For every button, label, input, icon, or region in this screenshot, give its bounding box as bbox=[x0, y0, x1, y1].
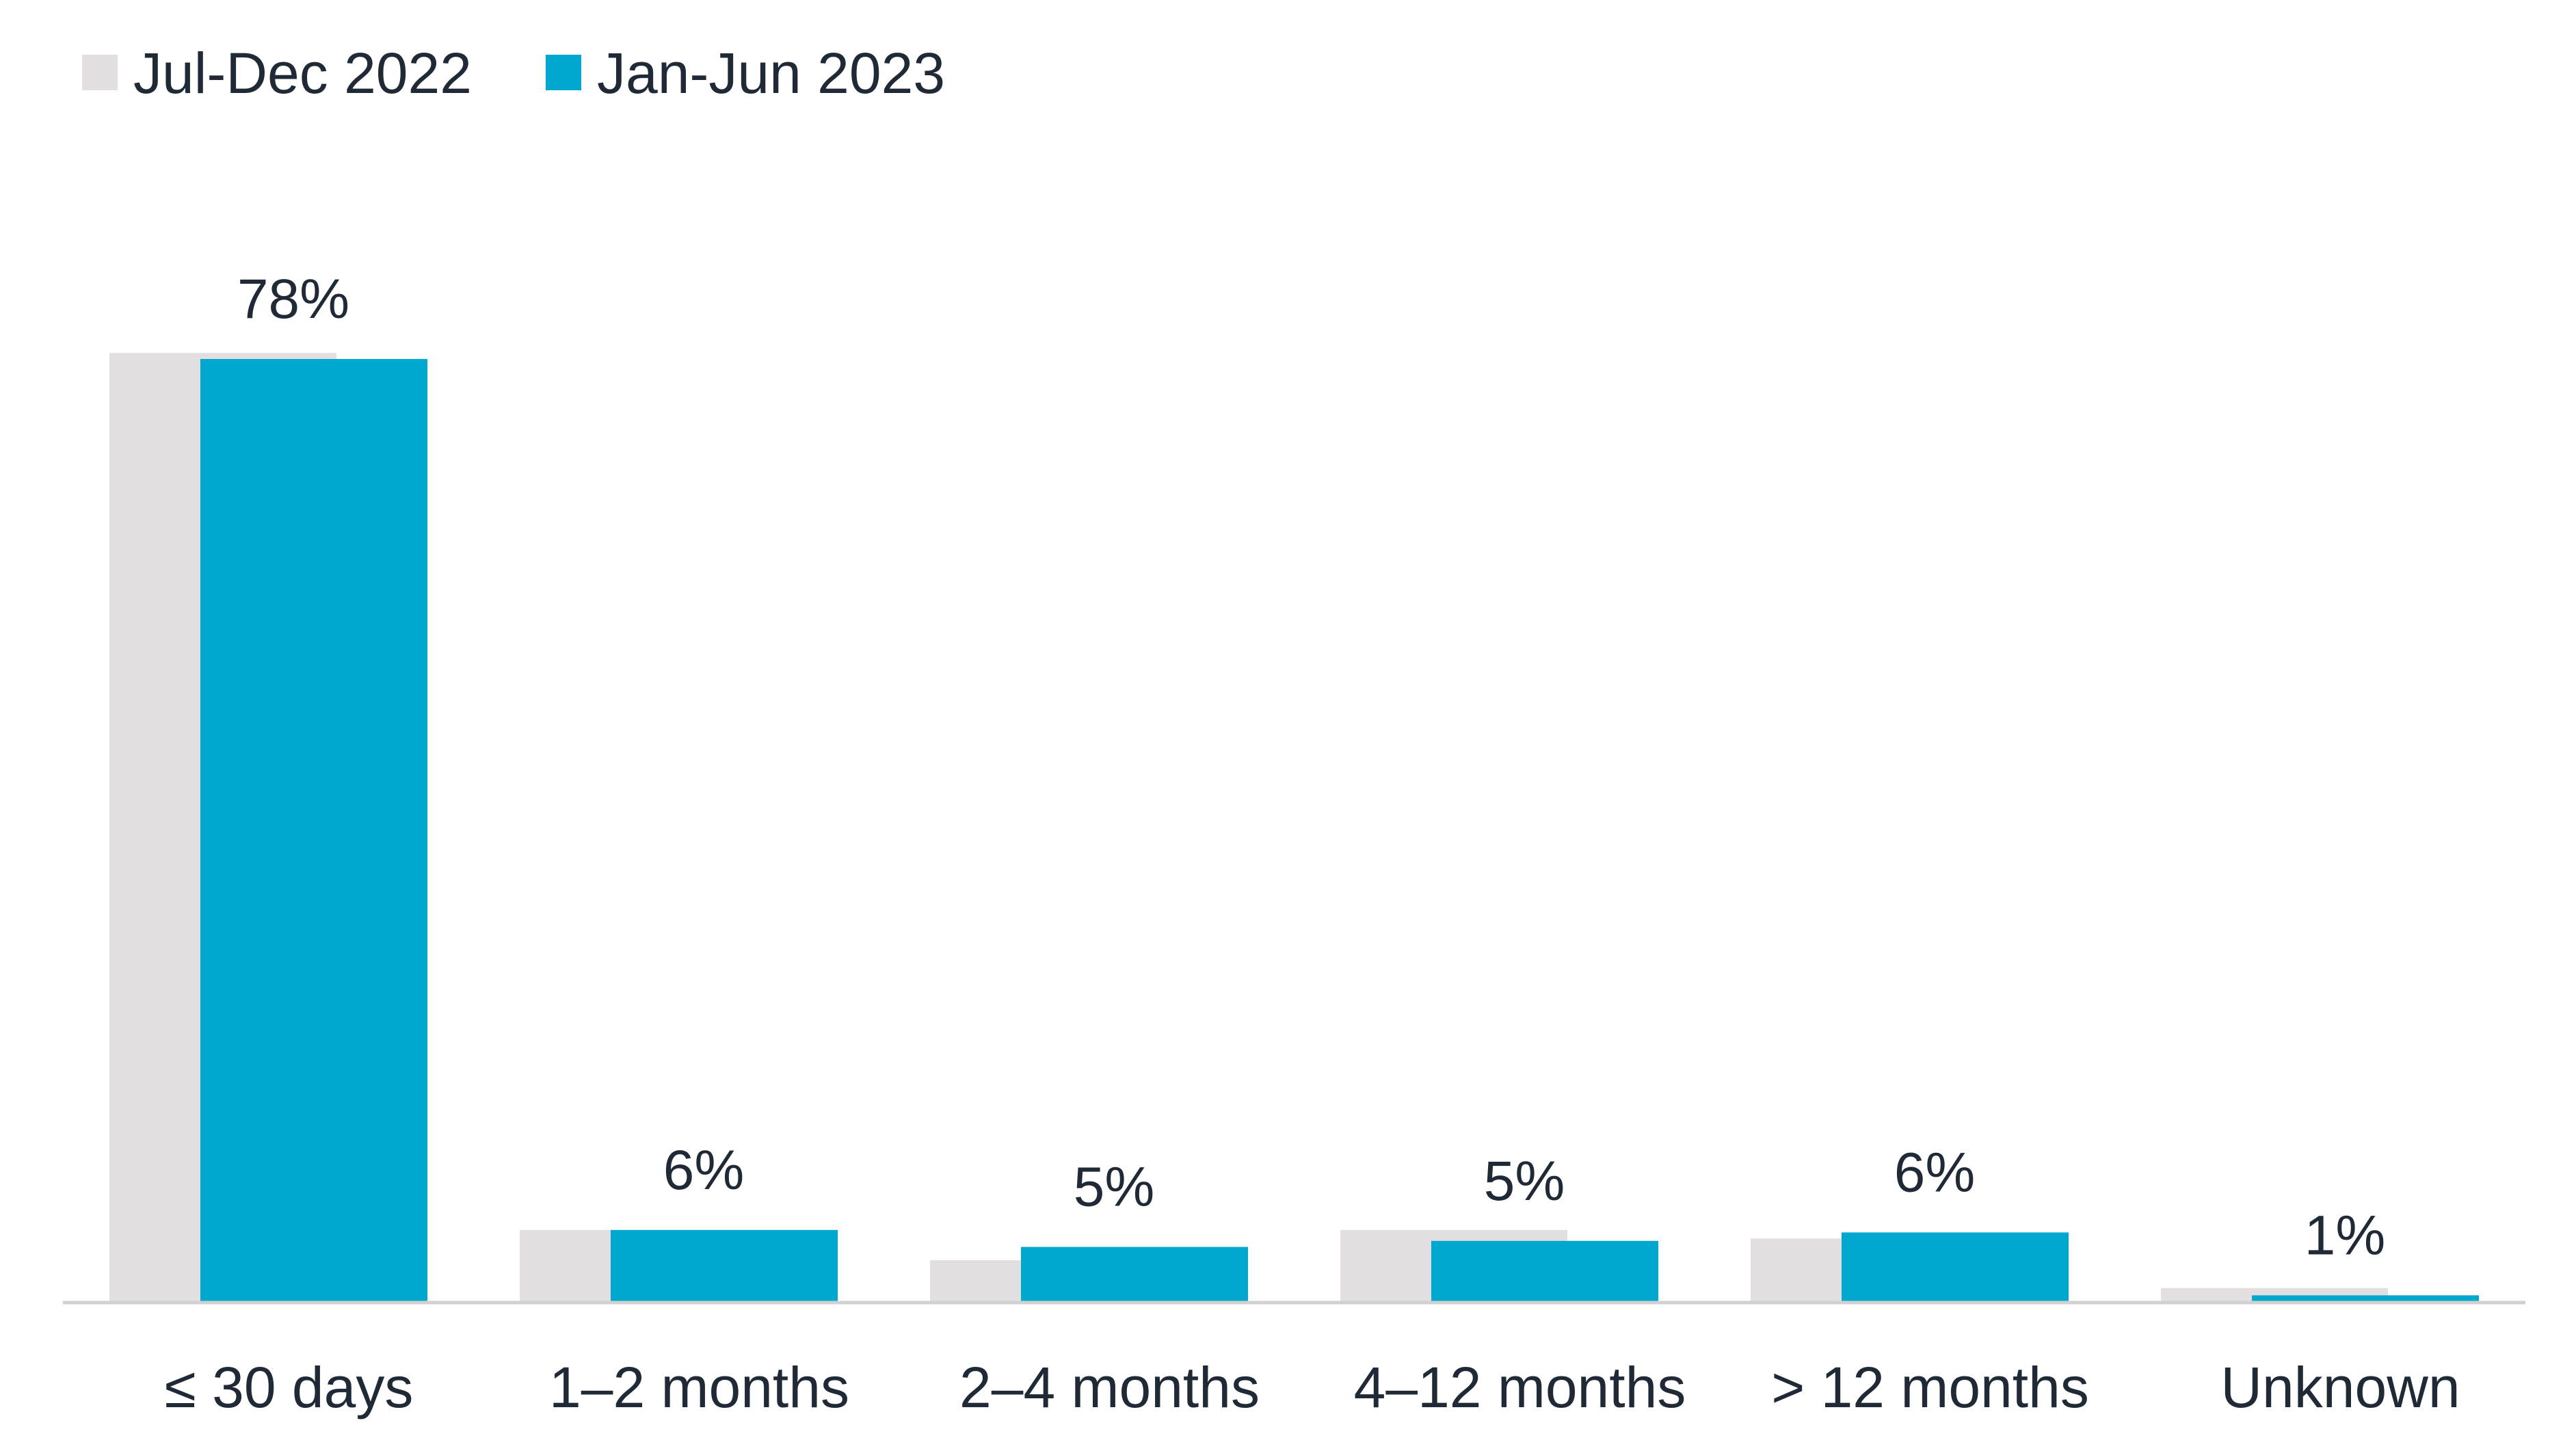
category-labels-layer: ≤ 30 days 1–2 months 2–4 months 4–12 months… bbox=[165, 1355, 2460, 1419]
category-label-le-30-days: ≤ 30 days bbox=[165, 1355, 414, 1419]
bars-layer bbox=[109, 353, 2479, 1303]
bar-jan-jun-2023-le-30-days bbox=[200, 359, 427, 1303]
category-label-1-2-months: 1–2 months bbox=[549, 1355, 849, 1419]
value-label-unknown: 1% bbox=[2305, 1204, 2386, 1266]
category-label-gt-12-months: > 12 months bbox=[1771, 1355, 2089, 1419]
legend-label-jan-jun-2023: Jan-Jun 2023 bbox=[597, 41, 945, 105]
value-label-le-30-days: 78% bbox=[237, 268, 349, 330]
category-label-2-4-months: 2–4 months bbox=[959, 1355, 1260, 1419]
bar-jan-jun-2023-unknown bbox=[2252, 1295, 2479, 1303]
value-label-1-2-months: 6% bbox=[663, 1139, 745, 1201]
value-label-4-12-months: 5% bbox=[1484, 1150, 1565, 1212]
legend-label-jul-dec-2022: Jul-Dec 2022 bbox=[133, 41, 472, 105]
bar-jan-jun-2023-4-12-months bbox=[1431, 1240, 1658, 1303]
value-labels-layer: 78% 6% 5% 5% 6% 1% bbox=[237, 268, 2385, 1266]
bar-jan-jun-2023-gt-12-months bbox=[1842, 1232, 2069, 1303]
value-label-gt-12-months: 6% bbox=[1894, 1141, 1976, 1203]
bar-jan-jun-2023-1-2-months bbox=[611, 1229, 838, 1303]
legend-swatch-jan-jun-2023 bbox=[546, 55, 581, 90]
legend: Jul-Dec 2022 Jan-Jun 2023 bbox=[82, 41, 945, 105]
legend-swatch-jul-dec-2022 bbox=[82, 55, 118, 90]
category-label-4-12-months: 4–12 months bbox=[1354, 1355, 1686, 1419]
bar-jan-jun-2023-2-4-months bbox=[1021, 1247, 1248, 1303]
value-label-2-4-months: 5% bbox=[1074, 1156, 1155, 1218]
category-label-unknown: Unknown bbox=[2220, 1355, 2460, 1419]
